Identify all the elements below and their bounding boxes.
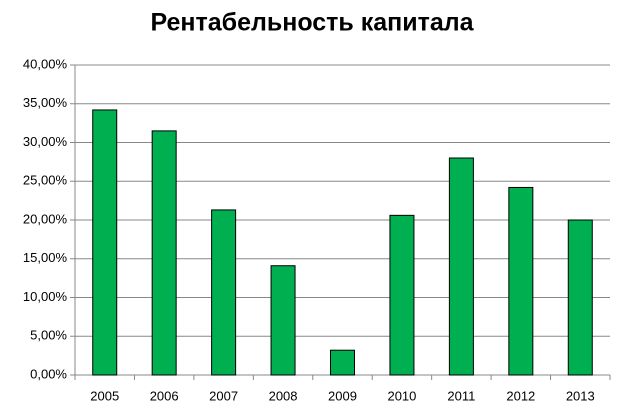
y-tick-label: 5,00% bbox=[30, 328, 67, 343]
x-tick-label: 2006 bbox=[150, 388, 179, 403]
x-tick-label: 2009 bbox=[328, 388, 357, 403]
bar bbox=[92, 109, 118, 376]
x-tick-label: 2007 bbox=[209, 388, 238, 403]
y-tick-label: 10,00% bbox=[23, 289, 68, 304]
bar bbox=[151, 130, 177, 376]
y-tick-label: 15,00% bbox=[23, 250, 68, 265]
x-tick-label: 2010 bbox=[387, 388, 416, 403]
y-tick-label: 35,00% bbox=[23, 95, 68, 110]
y-tick-label: 25,00% bbox=[23, 173, 68, 188]
bar bbox=[508, 186, 534, 376]
bar bbox=[448, 157, 474, 376]
y-tick-label: 20,00% bbox=[23, 211, 68, 226]
bar bbox=[211, 209, 237, 376]
bar bbox=[330, 349, 355, 376]
y-tick-label: 30,00% bbox=[23, 134, 68, 149]
bar bbox=[270, 265, 296, 376]
y-tick-label: 0,00% bbox=[30, 366, 67, 381]
x-tick-label: 2012 bbox=[506, 388, 535, 403]
x-tick-label: 2013 bbox=[566, 388, 595, 403]
bar bbox=[567, 219, 593, 376]
x-tick-label: 2005 bbox=[90, 388, 119, 403]
y-tick-label: 40,00% bbox=[23, 56, 68, 71]
bar bbox=[389, 214, 415, 376]
x-tick-label: 2008 bbox=[269, 388, 298, 403]
x-tick-label: 2011 bbox=[447, 388, 475, 403]
chart-title: Рентабельность капитала bbox=[150, 9, 474, 37]
